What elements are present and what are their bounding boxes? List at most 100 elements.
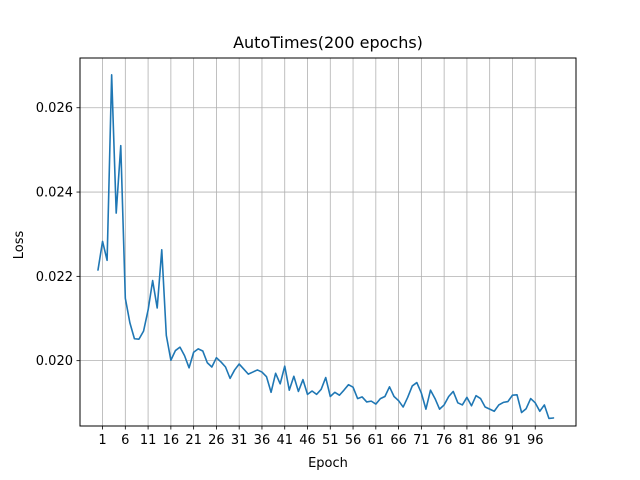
x-tick-label: 46 bbox=[299, 433, 316, 448]
data-point bbox=[325, 377, 327, 379]
series-layer bbox=[97, 74, 555, 420]
x-tick-label: 76 bbox=[436, 433, 453, 448]
x-tick-label: 51 bbox=[322, 433, 339, 448]
y-axis-label: Loss bbox=[12, 231, 27, 260]
data-point bbox=[125, 297, 127, 299]
x-tick-label: 1 bbox=[98, 433, 106, 448]
data-point bbox=[389, 386, 391, 388]
data-point bbox=[261, 371, 263, 373]
x-tick-label: 61 bbox=[368, 433, 385, 448]
data-point bbox=[220, 361, 222, 363]
x-tick-label: 6 bbox=[121, 433, 129, 448]
data-point bbox=[179, 346, 181, 348]
x-tick-label: 66 bbox=[390, 433, 407, 448]
x-tick-label: 86 bbox=[481, 433, 498, 448]
data-point bbox=[452, 391, 454, 393]
grid-lines bbox=[80, 58, 576, 426]
data-point bbox=[539, 410, 541, 412]
data-point bbox=[243, 368, 245, 370]
data-point bbox=[407, 397, 409, 399]
data-point bbox=[416, 382, 418, 384]
data-point bbox=[229, 378, 231, 380]
data-point bbox=[311, 390, 313, 392]
data-point bbox=[553, 417, 555, 419]
data-point bbox=[380, 398, 382, 400]
data-point bbox=[170, 359, 172, 361]
data-point bbox=[352, 386, 354, 388]
data-point bbox=[120, 145, 122, 147]
data-point bbox=[211, 366, 213, 368]
data-point bbox=[334, 391, 336, 393]
data-point bbox=[439, 408, 441, 410]
data-point bbox=[361, 396, 363, 398]
data-point bbox=[252, 371, 254, 373]
data-point bbox=[152, 280, 154, 282]
data-point bbox=[375, 403, 377, 405]
x-tick-label: 71 bbox=[413, 433, 430, 448]
data-point bbox=[115, 212, 117, 214]
series-line-0 bbox=[97, 74, 555, 420]
data-point bbox=[480, 398, 482, 400]
data-point bbox=[348, 384, 350, 386]
data-point bbox=[279, 383, 281, 385]
x-tick-label: 16 bbox=[163, 433, 180, 448]
x-tick-label: 81 bbox=[459, 433, 476, 448]
plot-frame bbox=[79, 57, 577, 427]
data-point bbox=[102, 241, 104, 243]
data-point bbox=[484, 406, 486, 408]
data-point bbox=[284, 365, 286, 367]
x-tick-label: 41 bbox=[276, 433, 293, 448]
data-point bbox=[238, 363, 240, 365]
x-tick-label: 11 bbox=[140, 433, 157, 448]
data-point bbox=[339, 394, 341, 396]
data-point bbox=[293, 375, 295, 377]
data-point bbox=[298, 391, 300, 393]
data-point bbox=[503, 402, 505, 404]
data-point bbox=[402, 406, 404, 408]
x-tick-label: 26 bbox=[208, 433, 225, 448]
data-point bbox=[507, 401, 509, 403]
data-point bbox=[462, 404, 464, 406]
data-point bbox=[316, 394, 318, 396]
data-point bbox=[384, 396, 386, 398]
data-point bbox=[307, 394, 309, 396]
data-point bbox=[175, 350, 177, 352]
data-point bbox=[97, 269, 99, 271]
y-tick-label: 0.024 bbox=[36, 186, 73, 201]
x-tick-label: 31 bbox=[231, 433, 248, 448]
data-point bbox=[448, 396, 450, 398]
data-point bbox=[193, 351, 195, 353]
data-point bbox=[234, 369, 236, 371]
x-axis-label: Epoch bbox=[308, 456, 348, 471]
data-point bbox=[357, 398, 359, 400]
data-point bbox=[266, 376, 268, 378]
data-point bbox=[421, 392, 423, 394]
data-point bbox=[202, 350, 204, 352]
data-point bbox=[275, 373, 277, 375]
data-point bbox=[393, 396, 395, 398]
data-point bbox=[366, 401, 368, 403]
data-point bbox=[516, 394, 518, 396]
data-point bbox=[443, 404, 445, 406]
data-point bbox=[111, 74, 113, 76]
data-point bbox=[489, 408, 491, 410]
data-point bbox=[370, 400, 372, 402]
data-point bbox=[247, 373, 249, 375]
data-point bbox=[534, 402, 536, 404]
data-point bbox=[225, 366, 227, 368]
data-point bbox=[216, 357, 218, 359]
data-point bbox=[457, 402, 459, 404]
data-point bbox=[166, 335, 168, 337]
data-point bbox=[161, 249, 163, 251]
data-point bbox=[184, 355, 186, 357]
data-point bbox=[320, 389, 322, 391]
data-point bbox=[302, 379, 304, 381]
data-point bbox=[188, 367, 190, 369]
chart-title: AutoTimes(200 epochs) bbox=[233, 33, 423, 52]
x-tick-label: 56 bbox=[345, 433, 362, 448]
y-axis-ticks: 0.020 0.022 0.024 0.026 bbox=[36, 101, 80, 369]
data-point bbox=[466, 397, 468, 399]
data-point bbox=[398, 400, 400, 402]
data-point bbox=[106, 260, 108, 262]
